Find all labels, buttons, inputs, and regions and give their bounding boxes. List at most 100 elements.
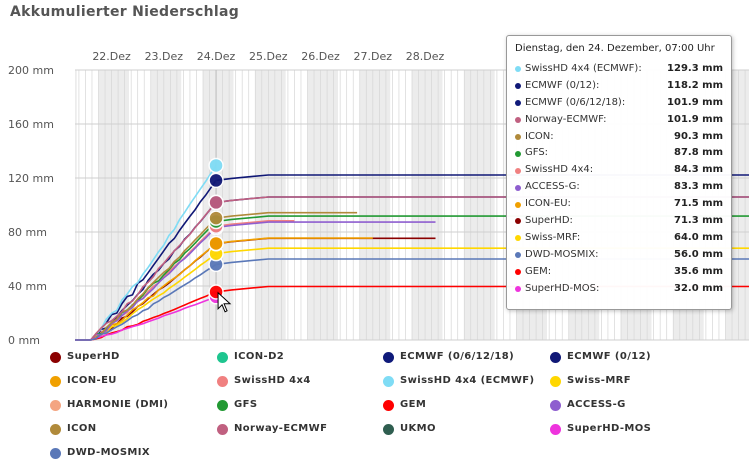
tooltip-series-name: DWD-MOSMIX: xyxy=(525,248,599,260)
tooltip-series-name: GFS: xyxy=(525,147,549,159)
legend-item[interactable]: DWD-MOSMIX xyxy=(50,446,150,460)
mouse-cursor-icon xyxy=(217,291,232,313)
hover-markers xyxy=(208,157,224,305)
tooltip-row: SuperHD-MOS: 32.0 mm xyxy=(515,281,723,298)
hover-tooltip: Dienstag, den 24. Dezember, 07:00 Uhr Sw… xyxy=(506,35,732,310)
legend-item[interactable]: Swiss-MRF xyxy=(550,374,631,388)
hover-marker xyxy=(208,210,224,226)
y-tick-label: 80 mm xyxy=(8,226,47,239)
y-tick-label: 200 mm xyxy=(8,64,54,77)
legend-label: ICON xyxy=(67,423,97,434)
x-tick-label: 25.Dez xyxy=(249,50,288,63)
tooltip-series-value: 101.9 mm xyxy=(667,113,723,125)
series-line[interactable] xyxy=(75,164,217,341)
tooltip-series-name: ICON: xyxy=(525,130,554,142)
legend-label: GEM xyxy=(400,399,427,410)
legend-color-dot xyxy=(50,375,61,387)
series-color-dot xyxy=(515,150,521,157)
y-tick-labels: 0 mm 40 mm 80 mm 120 mm 160 mm 200 mm xyxy=(8,64,54,345)
legend-item[interactable]: HARMONIE (DMI) xyxy=(50,398,168,412)
legend-item[interactable]: ECMWF (0/12) xyxy=(550,350,651,364)
tooltip-row: Norway-ECMWF: 101.9 mm xyxy=(515,112,723,129)
legend-color-dot xyxy=(50,423,61,435)
tooltip-series-name: ECMWF (0/12): xyxy=(525,79,600,91)
legend-color-dot xyxy=(50,399,61,411)
series-line[interactable] xyxy=(75,196,749,341)
legend-label: HARMONIE (DMI) xyxy=(67,399,169,410)
tooltip-series-value: 87.8 mm xyxy=(674,147,723,159)
legend-item[interactable]: SwissHD 4x4 (ECMWF) xyxy=(383,374,535,388)
legend-color-dot xyxy=(217,351,228,363)
legend-color-dot xyxy=(217,423,228,435)
tooltip-row: ICON: 90.3 mm xyxy=(515,129,723,146)
legend-item[interactable]: ICON-EU xyxy=(50,374,117,388)
legend-color-dot xyxy=(383,351,394,363)
legend-color-dot xyxy=(383,399,394,411)
tooltip-series-value: 56.0 mm xyxy=(674,248,723,260)
tooltip-series-value: 83.3 mm xyxy=(674,181,723,193)
legend-label: UKMO xyxy=(400,423,436,434)
series-line[interactable] xyxy=(75,247,749,341)
legend-color-dot xyxy=(550,375,561,387)
y-tick-label: 40 mm xyxy=(8,280,47,293)
series-lines xyxy=(75,164,749,341)
legend-item[interactable]: UKMO xyxy=(383,422,436,436)
legend-item[interactable]: ECMWF (0/6/12/18) xyxy=(383,350,514,364)
series-line[interactable] xyxy=(75,211,358,341)
legend-color-dot xyxy=(50,351,61,363)
tooltip-series-value: 71.3 mm xyxy=(674,215,723,227)
tooltip-series-value: 84.3 mm xyxy=(674,164,723,176)
y-tick-label: 160 mm xyxy=(8,118,54,131)
x-tick-label: 28.Dez xyxy=(406,50,445,63)
series-color-dot xyxy=(515,184,521,191)
legend-label: ACCESS-G xyxy=(567,399,626,410)
tooltip-row: SwissHD 4x4: 84.3 mm xyxy=(515,162,723,179)
tooltip-row: GFS: 87.8 mm xyxy=(515,145,723,162)
legend-color-dot xyxy=(50,447,61,459)
legend-item[interactable]: GEM xyxy=(383,398,426,412)
tooltip-series-value: 71.5 mm xyxy=(674,198,723,210)
legend-label: SwissHD 4x4 (ECMWF) xyxy=(400,375,535,386)
y-tick-label: 120 mm xyxy=(8,172,54,185)
legend-label: ECMWF (0/12) xyxy=(567,351,651,362)
series-line[interactable] xyxy=(75,221,436,341)
series-color-dot xyxy=(515,83,521,90)
tooltip-series-value: 129.3 mm xyxy=(667,63,723,74)
legend-color-dot xyxy=(550,351,561,363)
legend-item[interactable]: GFS xyxy=(217,398,257,412)
series-line[interactable] xyxy=(75,258,749,341)
tooltip-row: ECMWF (0/6/12/18): 101.9 mm xyxy=(515,95,723,112)
legend-item[interactable]: ICON-D2 xyxy=(217,350,284,364)
hover-marker xyxy=(208,172,224,189)
series-color-dot xyxy=(515,286,521,293)
legend-label: ECMWF (0/6/12/18) xyxy=(400,351,515,362)
tooltip-row: ECMWF (0/12): 118.2 mm xyxy=(515,78,723,95)
legend-item[interactable]: Norway-ECMWF xyxy=(217,422,327,436)
legend-label: SwissHD 4x4 xyxy=(234,375,311,386)
x-tick-label: 26.Dez xyxy=(301,50,340,63)
legend-label: Swiss-MRF xyxy=(567,375,632,386)
legend-item[interactable]: ICON xyxy=(50,422,97,436)
legend-color-dot xyxy=(550,423,561,435)
tooltip-rows: SwissHD 4x4 (ECMWF): 129.3 mm ECMWF (0/12)… xyxy=(515,61,723,297)
legend-color-dot xyxy=(383,423,394,435)
tooltip-series-value: 35.6 mm xyxy=(674,265,723,277)
tooltip-title: Dienstag, den 24. Dezember, 07:00 Uhr xyxy=(515,43,715,54)
legend-item[interactable]: SuperHD xyxy=(50,350,120,364)
tooltip-row: ICON-EU: 71.5 mm xyxy=(515,196,723,213)
legend-item[interactable]: SwissHD 4x4 xyxy=(217,374,311,388)
tooltip-series-value: 32.0 mm xyxy=(674,282,723,294)
series-line[interactable] xyxy=(75,296,217,341)
legend-item[interactable]: SuperHD-MOS xyxy=(550,422,651,436)
tooltip-series-name: SuperHD: xyxy=(525,215,573,227)
tooltip-series-name: ACCESS-G: xyxy=(525,181,580,193)
legend-color-dot xyxy=(550,399,561,411)
x-tick-label: 27.Dez xyxy=(354,50,393,63)
tooltip-row: SwissHD 4x4 (ECMWF): 129.3 mm xyxy=(515,61,723,78)
legend-label: DWD-MOSMIX xyxy=(67,447,151,458)
series-color-dot xyxy=(515,235,521,242)
legend-item[interactable]: ACCESS-G xyxy=(550,398,626,412)
tooltip-series-name: ECMWF (0/6/12/18): xyxy=(525,96,626,108)
tooltip-series-name: Norway-ECMWF: xyxy=(525,113,607,125)
tooltip-series-name: SwissHD 4x4 (ECMWF): xyxy=(525,63,642,74)
